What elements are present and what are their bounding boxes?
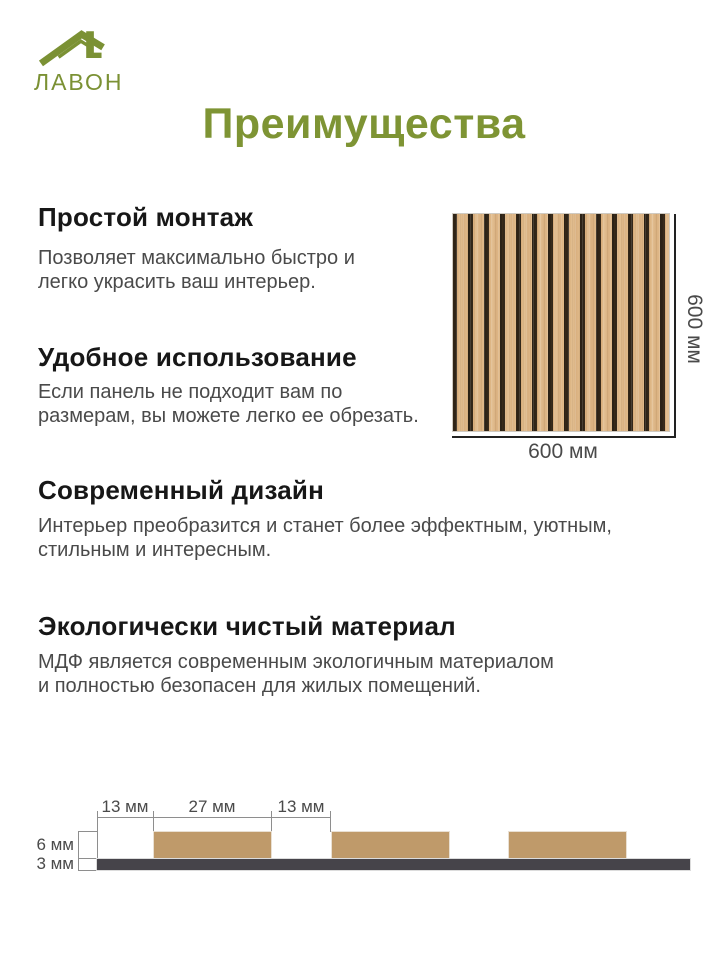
section-body-convenient-use: Если панель не подходит вам по размерам,… [38, 381, 419, 428]
cross-section-dimension-line [97, 817, 331, 818]
slat-height-label: 6 мм [36, 835, 74, 854]
section-title-modern-design: Современный дизайн [38, 475, 324, 505]
height-bracket-line [78, 831, 79, 871]
cross-section-slat [331, 831, 450, 859]
brand-name: ЛАВОН [34, 69, 124, 95]
dimension-tick [271, 811, 272, 832]
gap-width-label: 13 мм [101, 797, 149, 816]
brand-logo: ЛАВОН [34, 14, 156, 95]
dimension-tick [330, 811, 331, 832]
cross-section-slat [508, 831, 627, 859]
height-bracket-tick [78, 831, 97, 832]
cross-section-base [96, 858, 691, 871]
base-height-label: 3 мм [36, 854, 74, 873]
panel-width-label: 600 мм [528, 440, 598, 463]
height-bracket-tick [78, 858, 97, 859]
panel-height-label: 600 мм [683, 294, 706, 364]
section-body-eco-material: МДФ является современным экологичным мат… [38, 651, 554, 698]
section-title-eco-material: Экологически чистый материал [38, 611, 456, 641]
panel-dimension-line-vertical [674, 214, 676, 438]
panel-dimension-line-horizontal [452, 436, 676, 438]
slat-width-label: 27 мм [188, 797, 236, 816]
section-title-convenient-use: Удобное использование [38, 342, 357, 372]
cross-section-slat [153, 831, 272, 859]
dimension-tick [97, 811, 98, 858]
section-body-modern-design: Интерьер преобразится и станет более эфф… [38, 515, 612, 562]
section-body-easy-install: Позволяет максимально быстро и легко укр… [38, 247, 355, 294]
height-bracket-tick [78, 870, 97, 871]
gap-width-label: 13 мм [277, 797, 325, 816]
dimension-tick [153, 811, 154, 832]
section-title-easy-install: Простой монтаж [38, 202, 253, 232]
slat-panel-image [452, 213, 670, 432]
page-title: Преимущества [202, 100, 526, 148]
roof-house-icon [38, 30, 105, 67]
